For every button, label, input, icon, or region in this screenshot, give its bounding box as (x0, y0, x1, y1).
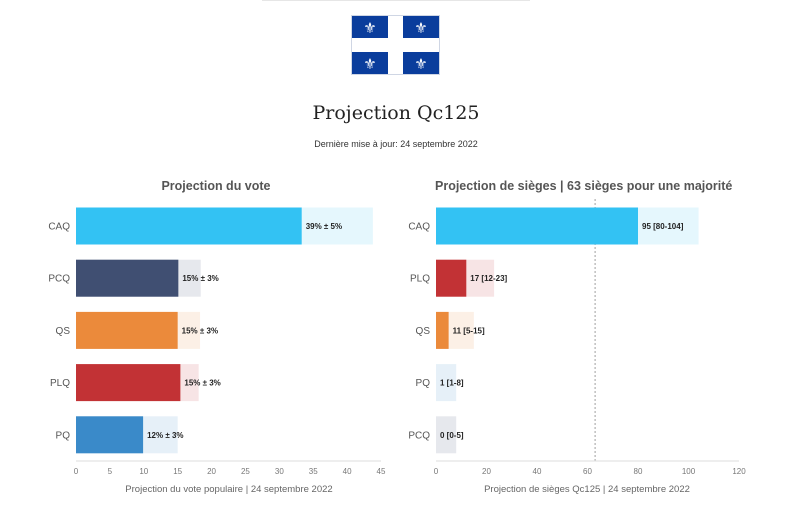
x-tick-label: 40 (533, 467, 542, 476)
flag-quarter (403, 16, 439, 38)
x-tick-label: 30 (275, 467, 284, 476)
data-label: 11 [5-15] (453, 326, 485, 335)
quebec-flag-icon: ⚜ ⚜ ⚜ ⚜ (351, 15, 440, 75)
bar-caq (436, 207, 638, 245)
x-tick-label: 40 (343, 467, 352, 476)
data-label: 12% ± 3% (147, 431, 183, 440)
x-tick-label: 45 (377, 467, 386, 476)
x-axis-label: Projection de sièges Qc125 | 24 septembr… (484, 484, 690, 495)
data-label: 15% ± 3% (182, 326, 218, 335)
x-tick-label: 10 (139, 467, 148, 476)
uncertainty-bar (436, 364, 457, 402)
category-label: CAQ (408, 222, 430, 233)
category-label: QS (56, 326, 71, 337)
x-tick-label: 25 (241, 467, 250, 476)
x-tick-label: 0 (74, 467, 79, 476)
chart-title: Projection de sièges | 63 sièges pour un… (435, 179, 732, 193)
x-tick-label: 20 (207, 467, 216, 476)
x-tick-label: 0 (434, 467, 439, 476)
fleur-de-lis-icon: ⚜ (414, 55, 427, 73)
bar-pcq (76, 259, 179, 297)
uncertainty-bar (436, 416, 457, 454)
chart-title: Projection du vote (161, 179, 270, 193)
data-label: 95 [80-104] (642, 222, 684, 231)
category-label: PCQ (48, 274, 70, 285)
bar-pq (76, 416, 144, 454)
category-label: PQ (416, 378, 431, 389)
bar-plq (76, 364, 181, 402)
category-label: PQ (56, 430, 71, 441)
category-label: QS (416, 326, 431, 337)
x-tick-label: 15 (173, 467, 182, 476)
x-tick-label: 20 (482, 467, 491, 476)
bar-caq (76, 207, 302, 245)
x-axis-label: Projection du vote populaire | 24 septem… (125, 484, 332, 495)
category-label: PLQ (410, 274, 430, 285)
x-tick-label: 60 (583, 467, 592, 476)
flag-quarter (352, 52, 388, 74)
x-tick-label: 100 (682, 467, 696, 476)
x-tick-label: 120 (732, 467, 746, 476)
page-title: Projection Qc125 (312, 102, 480, 124)
data-label: 39% ± 5% (306, 222, 342, 231)
fleur-de-lis-icon: ⚜ (363, 19, 376, 37)
data-label: 1 [1-8] (440, 379, 464, 388)
last-updated: Dernière mise à jour: 24 septembre 2022 (314, 139, 478, 149)
fleur-de-lis-icon: ⚜ (414, 19, 427, 37)
bar-qs (76, 311, 178, 349)
category-label: PCQ (408, 430, 430, 441)
data-label: 0 [0-5] (440, 431, 464, 440)
flag-quarter (403, 52, 439, 74)
data-label: 15% ± 3% (182, 274, 218, 283)
top-divider (262, 0, 530, 1)
bar-plq (436, 259, 467, 297)
flag-quarter (352, 16, 388, 38)
x-tick-label: 80 (634, 467, 643, 476)
x-tick-label: 35 (309, 467, 318, 476)
fleur-de-lis-icon: ⚜ (363, 55, 376, 73)
data-label: 15% ± 3% (184, 379, 220, 388)
category-label: CAQ (48, 222, 70, 233)
category-label: PLQ (50, 378, 70, 389)
x-tick-label: 5 (108, 467, 113, 476)
data-label: 17 [12-23] (470, 274, 507, 283)
bar-qs (436, 311, 449, 349)
